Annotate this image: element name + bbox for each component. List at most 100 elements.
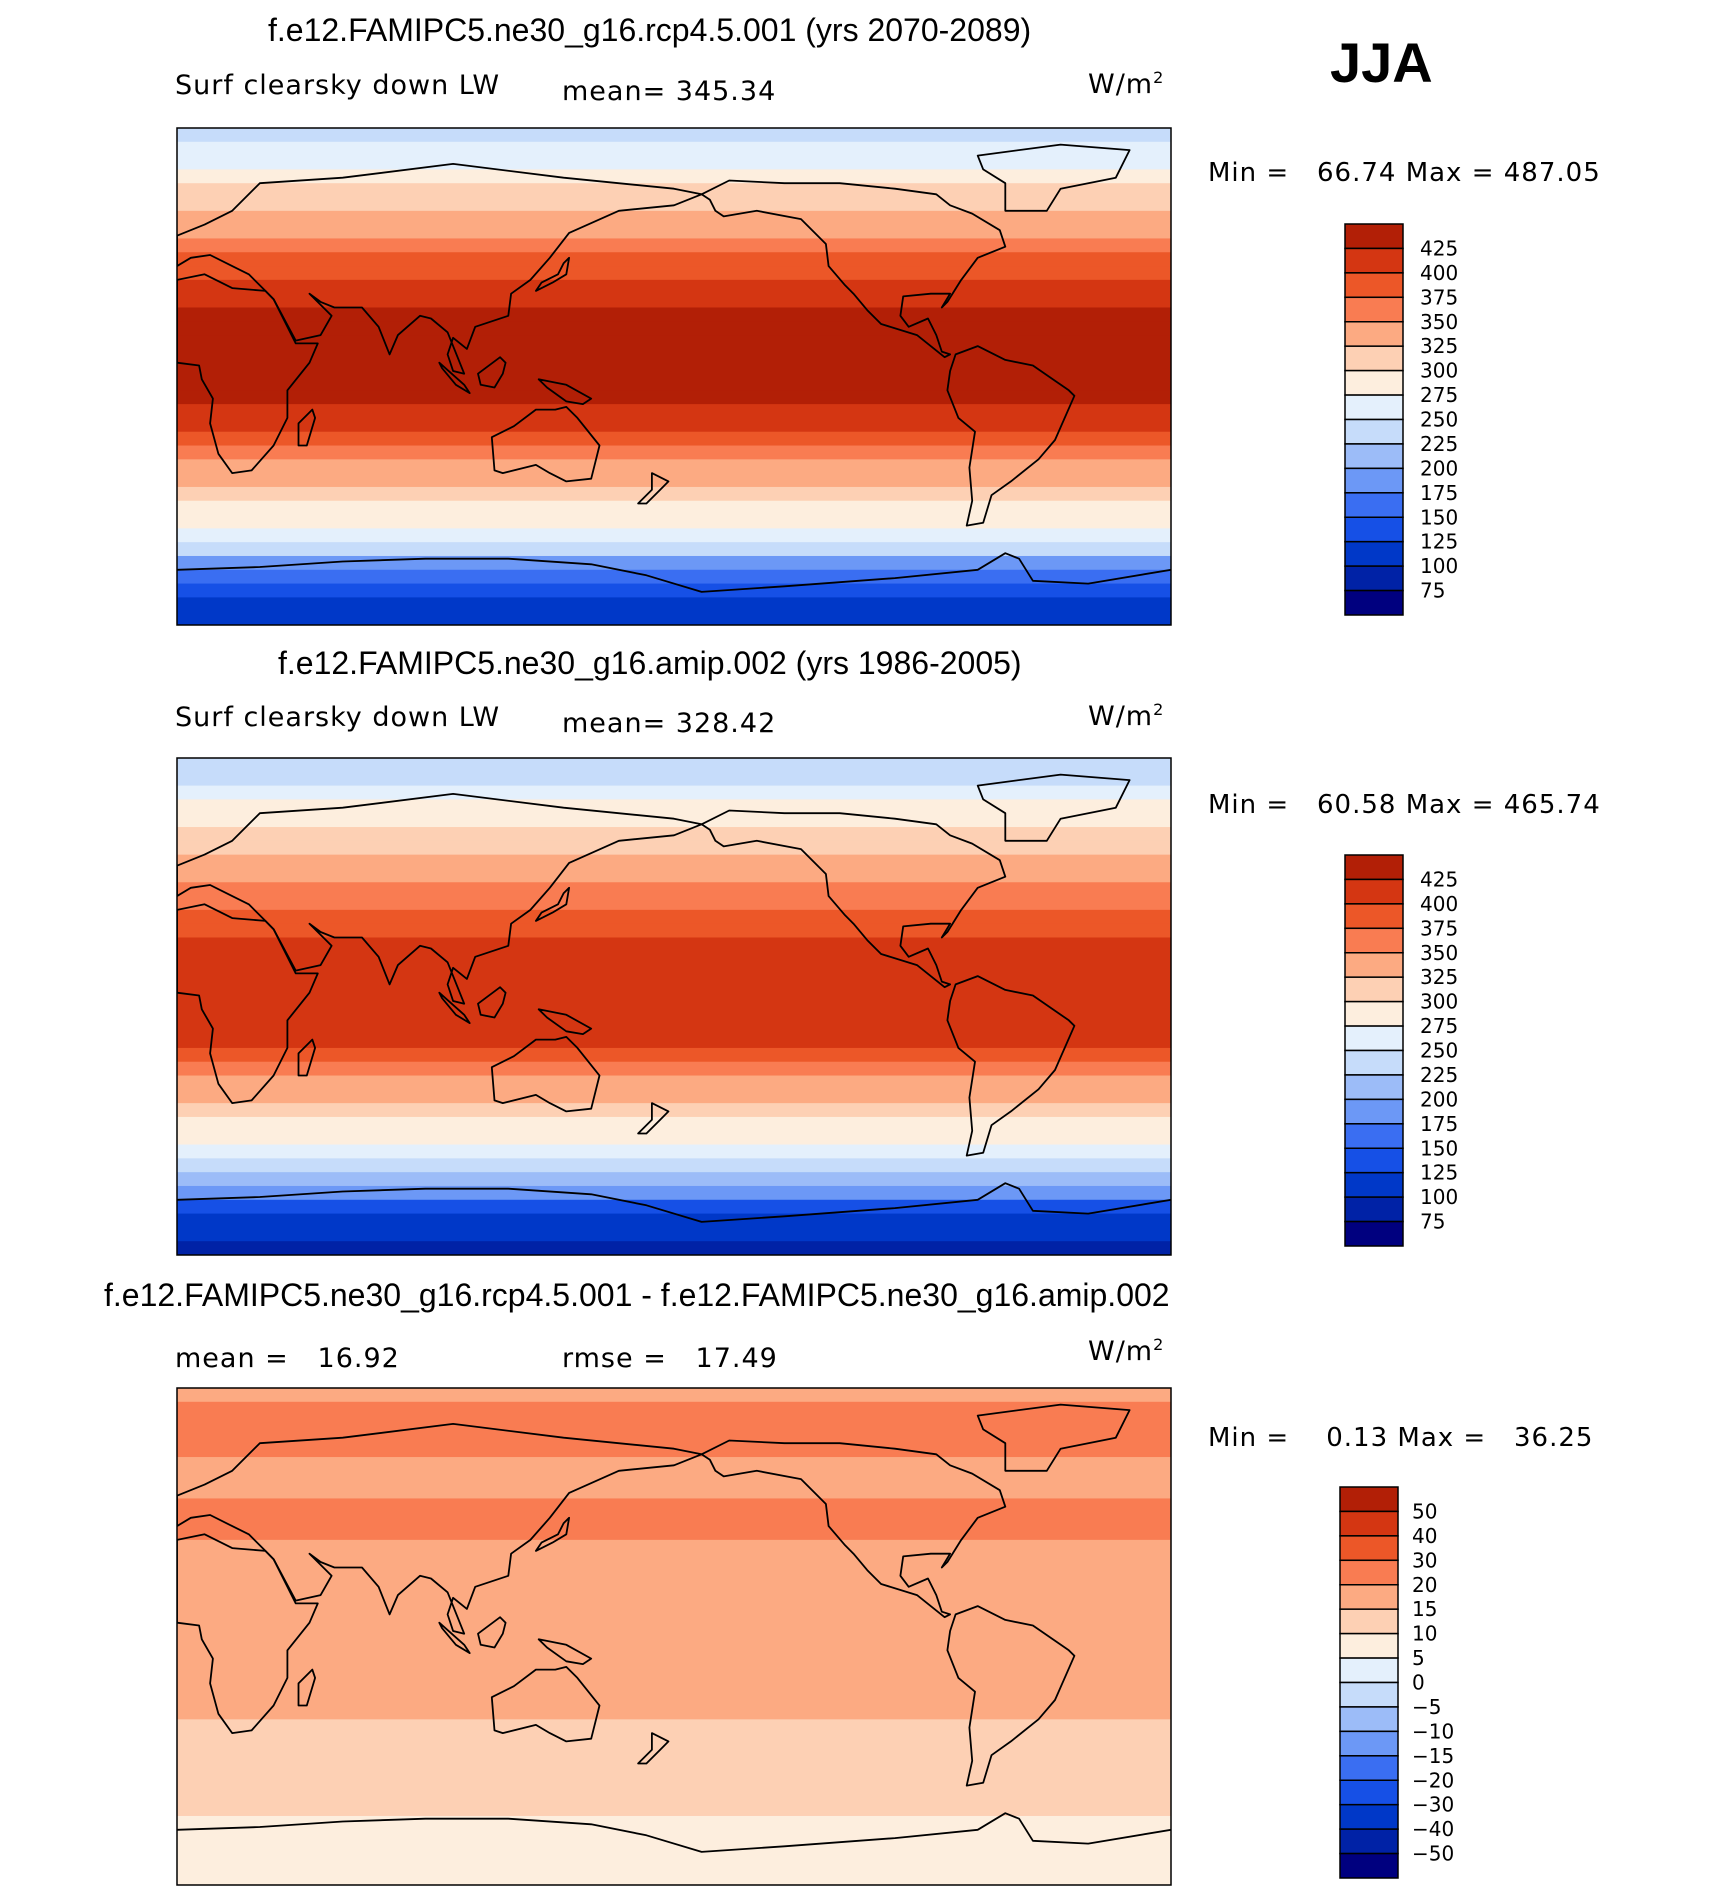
panel-3-min-value: 0.13 <box>1326 1423 1389 1453</box>
panel-3-max-value: 36.25 <box>1514 1423 1594 1453</box>
field-band <box>177 813 1171 828</box>
map-frame <box>176 757 1172 1256</box>
field-band <box>177 266 1171 281</box>
field-band <box>177 1526 1171 1541</box>
panel-1-title: f.e12.FAMIPC5.ne30_g16.rcp4.5.001 (yrs 2… <box>268 12 1032 48</box>
colorbar-tick-label: 175 <box>1420 1112 1458 1136</box>
map-frame <box>176 1387 1172 1886</box>
colorbar-box <box>1339 1730 1399 1757</box>
panel-2-variable-label: Surf clearsky down LW <box>175 702 501 733</box>
season-label: JJA <box>1330 31 1433 94</box>
field-band <box>177 611 1171 625</box>
colorbar-tick-label: 225 <box>1420 1063 1458 1087</box>
panel-2-max-label: Max = <box>1405 790 1495 820</box>
colorbar-tick-label: −20 <box>1412 1768 1454 1792</box>
panel-3-rmse-label: rmse = 17.49 <box>562 1343 778 1374</box>
panel-3-title: f.e12.FAMIPC5.ne30_g16.rcp4.5.001 - f.e1… <box>104 1277 1170 1313</box>
colorbar-box <box>1339 1535 1399 1562</box>
colorbar-tick-label: −15 <box>1412 1744 1454 1768</box>
field-band <box>177 1719 1171 1734</box>
panel-2-min-value: 60.58 <box>1316 790 1397 820</box>
coastline <box>537 378 593 406</box>
coastline <box>297 1668 317 1707</box>
colorbar-tick-label: 125 <box>1420 530 1458 554</box>
panel-2-max-value: 465.74 <box>1503 790 1601 820</box>
field-band <box>177 390 1171 405</box>
colorbar-box <box>1339 1828 1399 1855</box>
colorbar-tick-label: 300 <box>1420 359 1458 383</box>
colorbar-tick-label: 400 <box>1420 892 1458 916</box>
field-band <box>177 1857 1171 1872</box>
colorbar-box <box>1344 1074 1404 1101</box>
colorbar-box <box>1344 272 1404 299</box>
field-band <box>177 1415 1171 1431</box>
coastline-antarctica <box>177 1182 1171 1223</box>
colorbar-box <box>1339 1657 1399 1684</box>
field-band <box>177 1443 1171 1458</box>
field-band <box>177 1020 1171 1035</box>
field-band <box>177 1213 1171 1228</box>
panel-1-variable-label: Surf clearsky down LW <box>175 70 501 101</box>
colorbar-tick-label: 20 <box>1412 1573 1437 1597</box>
field-band <box>177 431 1171 447</box>
field-band <box>177 1227 1171 1242</box>
colorbar-tick-label: 375 <box>1420 916 1458 940</box>
colorbar-tick-label: −5 <box>1412 1695 1441 1719</box>
field-band <box>177 1047 1171 1063</box>
colorbar-box <box>1339 1852 1399 1879</box>
field-band <box>177 1788 1171 1803</box>
coastline <box>438 361 471 395</box>
colorbar-box <box>1344 927 1404 954</box>
coastline <box>535 1516 570 1552</box>
colorbar-box <box>1344 952 1404 978</box>
panel-1-map <box>177 128 1171 625</box>
field-band <box>177 293 1171 309</box>
field-band <box>177 951 1171 966</box>
field-band <box>177 348 1171 364</box>
coastline <box>976 1403 1131 1472</box>
field-band <box>177 992 1171 1008</box>
field-band <box>177 376 1171 391</box>
coastline <box>700 1439 1007 1619</box>
field-band <box>177 827 1171 842</box>
colorbar-box <box>1344 540 1404 567</box>
field-band <box>177 1498 1171 1513</box>
colorbar-tick-label: 325 <box>1420 334 1458 358</box>
colorbar-box <box>1344 1049 1404 1076</box>
colorbar-tick-label: 250 <box>1420 1039 1458 1063</box>
coastline <box>535 256 570 292</box>
colorbar-box <box>1344 976 1404 1003</box>
colorbar-tick-label: 150 <box>1420 1136 1458 1160</box>
field-band <box>177 978 1171 994</box>
colorbar-tick-label: −50 <box>1412 1842 1454 1866</box>
colorbar-box <box>1339 1632 1399 1659</box>
field-band <box>177 252 1171 267</box>
field-band <box>177 321 1171 336</box>
colorbar-box <box>1339 1510 1399 1537</box>
panel-1-min-label: Min = <box>1208 158 1290 188</box>
field-band <box>177 1006 1171 1021</box>
coastline <box>177 1533 319 1734</box>
coastline <box>438 991 471 1024</box>
panel-3-map <box>177 1388 1171 1885</box>
coastline <box>177 273 319 475</box>
field-band <box>177 758 1171 773</box>
colorbar-tick-label: 125 <box>1420 1161 1458 1185</box>
panel-1-units: W/m2 <box>1088 68 1165 100</box>
colorbar-tick-label: 425 <box>1420 867 1458 891</box>
colorbar-tick-label: 100 <box>1420 1185 1458 1209</box>
field-band <box>177 882 1171 897</box>
colorbar-tick-label: 375 <box>1420 285 1458 309</box>
field-band <box>177 307 1171 322</box>
panel-3-units: W/m2 <box>1088 1335 1165 1367</box>
colorbar-tick-label: 225 <box>1420 432 1458 456</box>
panel-3-mean-label: mean = 16.92 <box>175 1343 400 1374</box>
field-band <box>177 128 1171 143</box>
coastline <box>946 975 1076 1157</box>
colorbar-box <box>1344 492 1404 518</box>
field-band <box>177 1650 1171 1665</box>
panel-1-min-value: 66.74 <box>1316 158 1397 188</box>
coastline <box>637 472 670 505</box>
coastline <box>946 345 1076 527</box>
